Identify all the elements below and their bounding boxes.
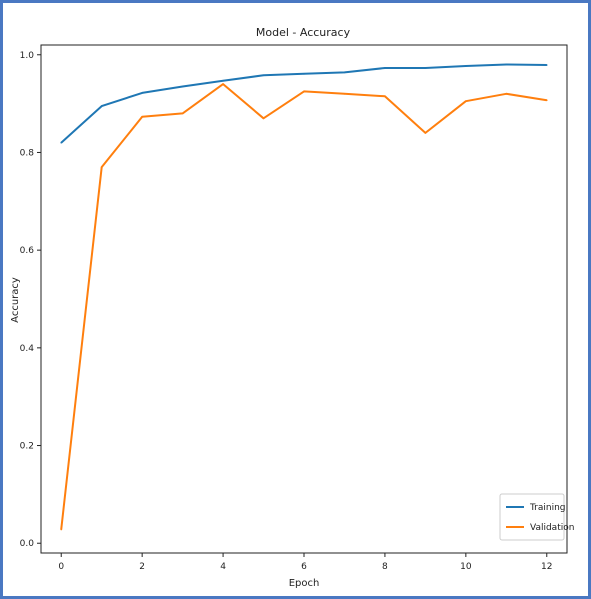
series-lines [60,63,548,531]
plot-area [40,44,568,554]
data-point-training [181,85,184,88]
x-tick-label: 2 [139,562,145,572]
data-point-training [465,65,467,67]
y-tick-label: 0.0 [20,539,35,549]
legend-label-validation: Validation [530,523,574,533]
x-tick-label: 10 [460,562,472,572]
data-point-validation [100,166,103,168]
x-tick-label: 0 [58,562,64,572]
legend: Training Validation [499,493,574,541]
data-point-training [222,79,224,82]
data-point-validation [384,95,386,98]
data-point-training [545,64,548,66]
data-point-validation [505,93,508,95]
data-point-validation [141,116,143,118]
series-line-validation [60,83,547,530]
legend-box [499,493,565,541]
data-point-training [141,92,143,94]
y-tick-label: 0.6 [20,246,35,256]
data-point-training [343,71,346,74]
data-point-validation [465,100,467,102]
data-point-validation [222,83,224,85]
data-point-validation [424,132,427,134]
data-point-validation [343,93,346,95]
data-point-validation [303,90,305,93]
data-point-training [384,67,386,69]
data-point-training [505,63,508,66]
legend-label-training: Training [529,503,566,513]
data-point-training [60,141,63,144]
data-point-validation [60,528,63,531]
x-axis-label: Epoch [289,578,320,589]
series-line-training [60,63,547,144]
x-tick-label: 6 [301,562,307,572]
y-axis-ticks: 0.0 0.2 0.4 0.6 0.8 1.0 [20,51,41,549]
y-axis-label: Accuracy [10,277,21,323]
data-point-training [424,67,427,69]
data-point-training [303,73,305,75]
data-point-training [100,105,103,107]
y-tick-label: 0.8 [20,148,35,158]
x-axis-ticks: 0 2 4 6 8 10 12 [58,553,552,572]
y-tick-label: 1.0 [20,51,35,61]
y-tick-label: 0.4 [20,344,35,354]
data-point-validation [545,99,548,101]
x-tick-label: 12 [541,562,552,572]
y-tick-label: 0.2 [20,442,34,452]
x-tick-label: 4 [220,562,226,572]
data-point-training [262,74,265,77]
x-tick-label: 8 [382,562,388,572]
data-point-validation [181,112,184,115]
chart-title: Model - Accuracy [256,26,351,39]
data-point-validation [262,117,265,120]
